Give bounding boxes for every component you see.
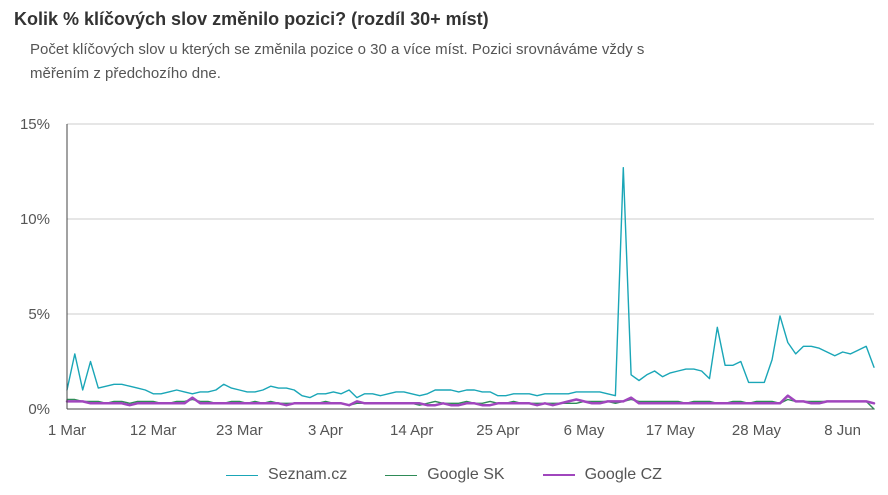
x-tick-label: 28 May xyxy=(732,422,782,439)
legend-label: Seznam.cz xyxy=(268,466,348,483)
y-tick-label: 15% xyxy=(20,116,50,133)
x-tick-label: 3 Apr xyxy=(308,422,343,439)
legend-swatch xyxy=(385,474,418,476)
y-tick-label: 5% xyxy=(28,306,50,323)
x-tick-label: 14 Apr xyxy=(390,422,433,439)
y-axis-ticks: 0% 5% 10% 15% xyxy=(20,116,50,418)
legend-item: Seznam.cz xyxy=(226,466,347,484)
legend-item: Google CZ xyxy=(542,466,662,484)
x-tick-label: 23 Mar xyxy=(216,422,263,439)
x-tick-label: 12 Mar xyxy=(130,422,177,439)
legend-label: Google SK xyxy=(427,466,505,483)
legend-label: Google CZ xyxy=(584,466,662,483)
chart-subtitle: Počet klíčových slov u kterých se změnil… xyxy=(30,41,645,82)
series-line-google-cz xyxy=(65,394,876,407)
gridlines xyxy=(67,123,874,410)
x-tick-label: 6 May xyxy=(564,422,605,439)
line-chart: 0% 5% 10% 15% 1 Mar 12 Mar 23 Mar 3 Apr 14 Apr 2… xyxy=(20,116,876,439)
legend-item: Google SK xyxy=(385,466,505,484)
x-tick-label: 1 Mar xyxy=(48,422,86,439)
legend-swatch xyxy=(226,474,259,476)
x-axis-ticks: 1 Mar 12 Mar 23 Mar 3 Apr 14 Apr 25 Apr 6 May 1… xyxy=(48,422,861,439)
series-line-seznam-cz xyxy=(66,166,875,399)
chart-title: Kolik % klíčových slov změnilo pozici? (… xyxy=(14,9,489,29)
legend: Seznam.cz Google SK Google CZ xyxy=(0,466,888,484)
y-tick-label: 10% xyxy=(20,211,50,228)
y-tick-label: 0% xyxy=(28,401,50,418)
x-tick-label: 17 May xyxy=(646,422,696,439)
x-tick-label: 8 Jun xyxy=(824,422,861,439)
series-lines xyxy=(65,166,876,410)
legend-swatch xyxy=(542,474,575,476)
x-tick-label: 25 Apr xyxy=(476,422,519,439)
